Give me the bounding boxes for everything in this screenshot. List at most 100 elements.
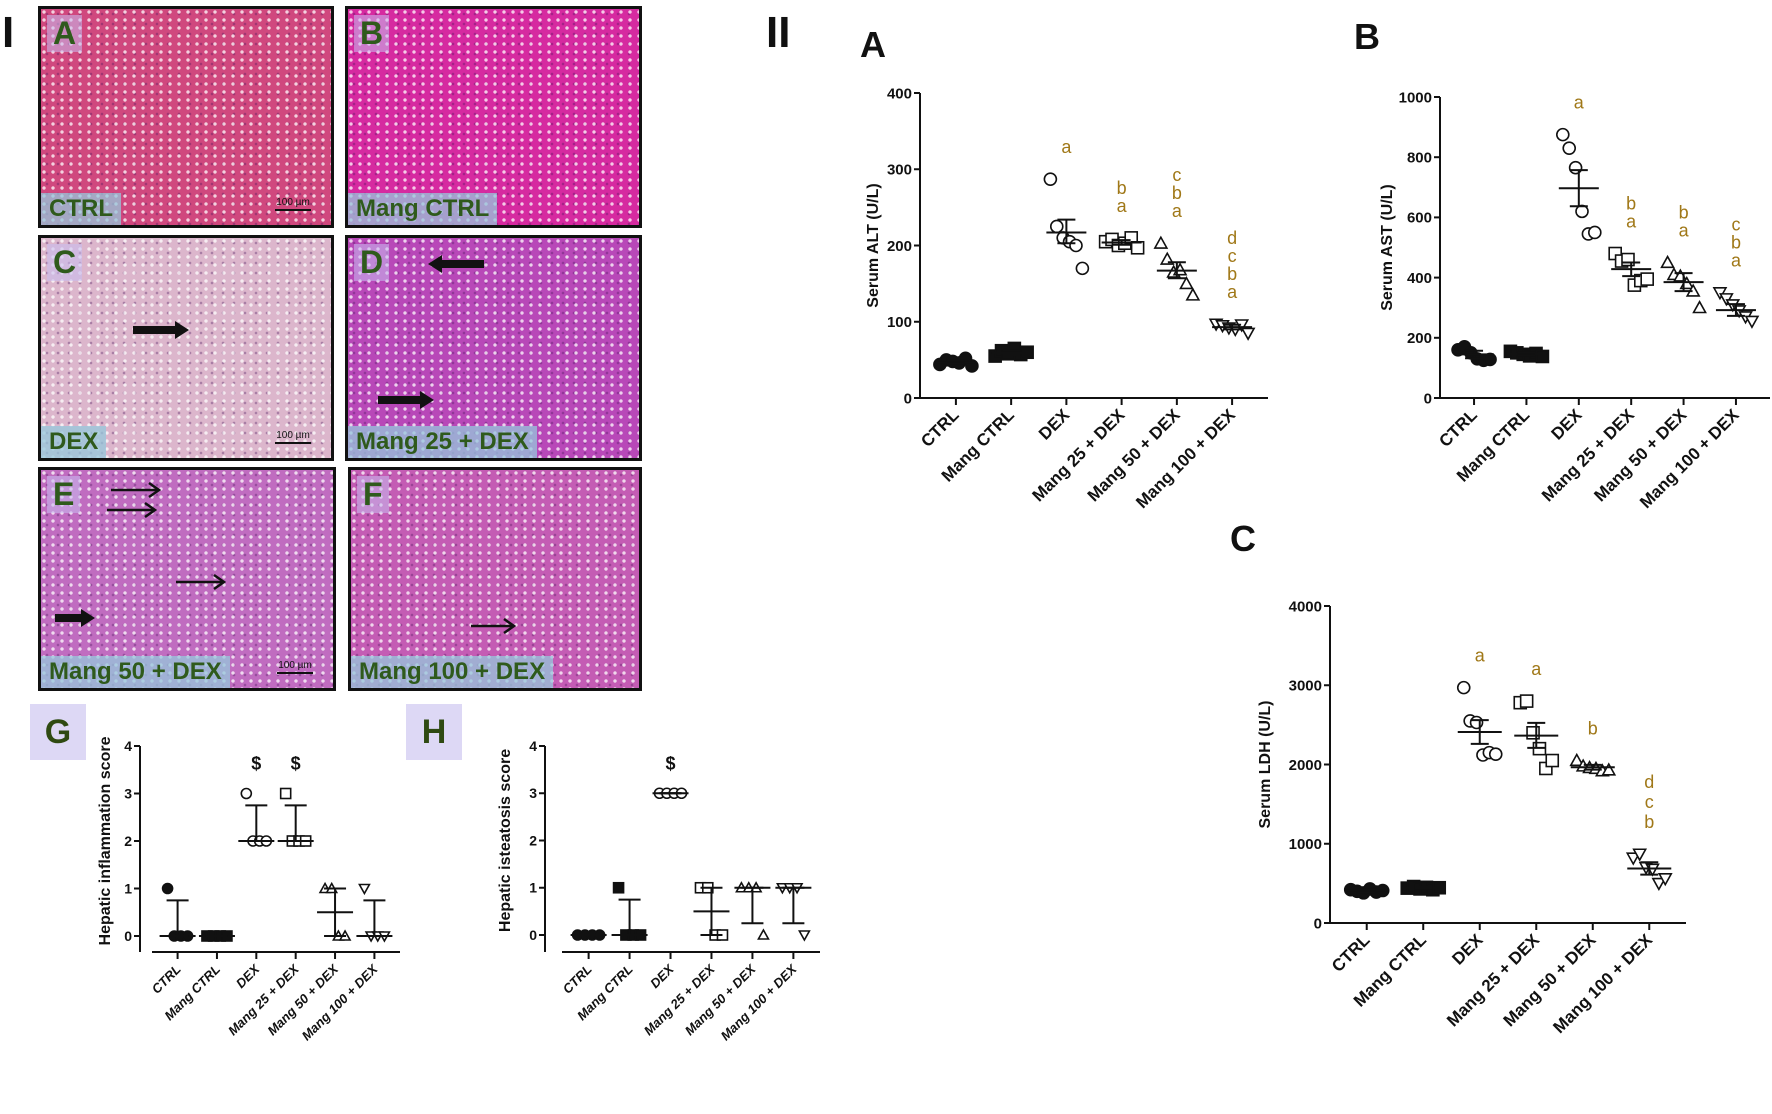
arrow-icon (428, 255, 484, 273)
scale-bar: 100 µm (275, 430, 311, 444)
x-tick-label: Mang 50 + DEX (682, 961, 760, 1039)
tissue-image (41, 9, 331, 225)
data-group (1608, 246, 1654, 292)
y-tick-label: 4 (529, 738, 537, 754)
significance-annotation: a (1117, 196, 1128, 216)
data-group (317, 881, 354, 941)
data-group (1712, 287, 1760, 329)
tissue-image (41, 470, 333, 688)
y-tick-label: 300 (887, 162, 912, 179)
plot-area: 0 200 400 600 800 1000 Serum AST (U/L) CTRL Mang… (1379, 89, 1770, 512)
panel-label-C: C (1230, 518, 1256, 559)
panel-caption: Mang CTRL (348, 193, 498, 225)
tissue-image (41, 238, 331, 458)
y-tick-label: 0 (904, 390, 912, 407)
significance-annotation: $ (251, 754, 261, 774)
data-group (1208, 318, 1256, 341)
y-tick-label: 1000 (1289, 836, 1322, 853)
panel-label-G: G (30, 704, 86, 760)
panel-label-H: H (406, 704, 462, 760)
data-group (1503, 344, 1550, 364)
panel-caption: DEX (41, 426, 107, 458)
x-tick-label: DEX (233, 961, 263, 991)
panel-letter: E (47, 476, 81, 513)
chart-hepatic-inflammation: 0 1 2 3 4 Hepatic inflammation score CTRL Mang … (97, 736, 400, 1043)
significance-annotation: a (1227, 282, 1238, 302)
y-axis-label: Hepatic inflammation score (97, 736, 114, 945)
x-tick-label: Mang 25 + DEX (1028, 405, 1128, 505)
panel-letter: D (354, 244, 390, 281)
y-tick-label: 200 (1407, 330, 1432, 347)
panel-caption: Mang 100 + DEX (351, 656, 554, 688)
data-group (570, 929, 607, 941)
x-tick-label: Mang 100 + DEX (718, 961, 801, 1044)
x-tick-label: CTRL (917, 405, 962, 450)
x-tick-label: Mang 100 + DEX (1549, 930, 1656, 1037)
significance-annotation: b (1227, 264, 1237, 284)
tissue-image (348, 9, 639, 225)
significance-annotation: a (1475, 646, 1486, 666)
y-tick-label: 400 (887, 85, 912, 102)
y-axis-label: Hepatic isteatosis score (497, 749, 514, 932)
x-tick-label: DEX (1448, 930, 1487, 969)
tissue-image (348, 238, 639, 458)
histology-panel-e: E Mang 50 + DEX 100 µm (38, 467, 336, 691)
data-group (1098, 231, 1145, 255)
scale-bar: 100 µm (277, 660, 313, 674)
y-tick-label: 2 (529, 832, 537, 848)
y-tick-label: 1 (124, 880, 132, 896)
panel-caption: Mang 50 + DEX (41, 656, 230, 688)
x-tick-label: CTRL (1435, 405, 1480, 450)
y-tick-label: 1 (529, 880, 537, 896)
arrow-icon (111, 481, 161, 499)
data-group (356, 883, 393, 943)
panel-caption: Mang 25 + DEX (348, 426, 537, 458)
data-group (988, 341, 1034, 363)
panel-letter: B (354, 15, 390, 52)
x-tick-label: Mang 25 + DEX (225, 961, 303, 1039)
y-tick-label: 400 (1407, 270, 1432, 287)
y-tick-label: 4000 (1289, 598, 1322, 615)
panel-label-A: A (860, 24, 886, 65)
panel-caption: CTRL (41, 193, 121, 225)
significance-annotation: b (1731, 233, 1741, 253)
data-group (1153, 235, 1201, 301)
significance-annotation: b (1644, 812, 1654, 832)
significance-annotation: d (1644, 772, 1654, 792)
y-tick-label: 600 (1407, 210, 1432, 227)
x-tick-label: Mang 100 + DEX (1636, 405, 1743, 512)
data-group (1451, 340, 1497, 368)
data-group (1456, 680, 1503, 762)
data-group (734, 881, 771, 940)
chart-serum-ast: 0 200 400 600 800 1000 Serum AST (U/L) CTRL Mang… (1379, 89, 1770, 512)
x-tick-label: DEX (1035, 405, 1074, 444)
arrow-icon (176, 573, 226, 591)
data-group (1625, 848, 1673, 892)
x-tick-label: Mang 25 + DEX (641, 961, 719, 1039)
data-group (775, 882, 812, 942)
data-group (1400, 879, 1447, 897)
significance-annotation: a (1172, 201, 1183, 221)
scale-bar: 100 µm (275, 197, 311, 211)
x-tick-label: DEX (1547, 405, 1586, 444)
histology-panel-c: C DEX 100 µm (38, 235, 334, 461)
arrow-icon (471, 617, 516, 635)
y-tick-label: 1000 (1399, 89, 1432, 106)
panel-label-B: B (1354, 16, 1380, 57)
x-tick-label: Mang 100 + DEX (1132, 405, 1239, 512)
significance-annotation: $ (666, 753, 676, 773)
arrow-icon (378, 391, 434, 409)
histology-panel-f: F Mang 100 + DEX (348, 467, 642, 691)
y-tick-label: 800 (1407, 149, 1432, 166)
significance-annotation: a (1531, 659, 1542, 679)
y-tick-label: 2 (124, 833, 132, 849)
data-group (1569, 752, 1617, 777)
plot-area: 0 1 2 3 4 Hepatic inflammation score CTRL Mang … (97, 736, 400, 1043)
x-tick-label: CTRL (560, 961, 595, 996)
arrow-icon (107, 501, 157, 519)
section-II-label: II (766, 8, 791, 57)
significance-annotation: c (1731, 215, 1740, 235)
significance-annotation: a (1731, 251, 1742, 271)
